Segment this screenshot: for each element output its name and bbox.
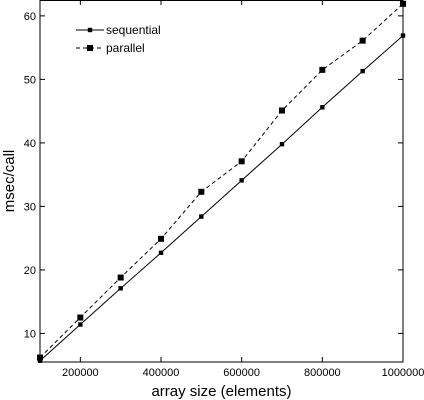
y-tick-label: 30 bbox=[24, 201, 36, 213]
y-axis-label: msec/call bbox=[1, 150, 18, 213]
legend-item-sequential: sequential bbox=[76, 23, 161, 37]
y-tick-label: 40 bbox=[24, 138, 36, 150]
x-tick-label: 800000 bbox=[304, 367, 341, 379]
plot-axes bbox=[39, 0, 404, 363]
series-parallel bbox=[37, 0, 406, 361]
data-point-parallel bbox=[238, 158, 245, 165]
y-tick-label: 20 bbox=[24, 265, 36, 277]
legend-marker-sequential bbox=[87, 27, 93, 33]
data-point-sequential bbox=[279, 141, 285, 147]
axis-ticks: 200000 400000 600000 800000 1000000 10 20 30 40 5… bbox=[24, 0, 424, 379]
x-tick-label: 200000 bbox=[62, 367, 99, 379]
legend-item-parallel: parallel bbox=[76, 41, 145, 55]
data-point-sequential bbox=[320, 105, 325, 110]
data-point-sequential bbox=[239, 178, 244, 183]
series-line-parallel bbox=[39, 3, 404, 358]
legend: sequential parallel bbox=[76, 23, 161, 55]
x-axis-label: array size (elements) bbox=[151, 383, 291, 400]
x-tick-label: 600000 bbox=[223, 367, 260, 379]
legend-label-sequential: sequential bbox=[106, 23, 161, 37]
data-point-parallel bbox=[117, 274, 124, 281]
data-point-parallel bbox=[158, 235, 164, 242]
data-point-parallel bbox=[359, 37, 366, 44]
data-point-parallel bbox=[319, 66, 326, 73]
data-point-parallel bbox=[77, 314, 84, 321]
data-point-sequential bbox=[400, 33, 406, 38]
data-point-sequential bbox=[360, 68, 365, 74]
data-point-parallel bbox=[279, 107, 285, 114]
x-tick-label: 1000000 bbox=[382, 367, 424, 379]
plot-frame bbox=[39, 0, 404, 363]
x-tick-label: 400000 bbox=[143, 367, 180, 379]
y-tick-label: 10 bbox=[24, 328, 36, 340]
series-line-sequential bbox=[39, 35, 404, 362]
series-layer bbox=[37, 0, 406, 363]
y-tick-label: 60 bbox=[24, 11, 36, 23]
data-point-sequential bbox=[78, 322, 83, 327]
legend-label-parallel: parallel bbox=[106, 41, 145, 55]
y-tick-label: 50 bbox=[24, 74, 36, 86]
series-sequential bbox=[37, 33, 406, 363]
data-point-sequential bbox=[158, 250, 164, 255]
data-point-parallel bbox=[37, 354, 43, 361]
data-point-sequential bbox=[199, 214, 204, 219]
data-point-parallel bbox=[400, 0, 406, 7]
legend-marker-parallel bbox=[87, 45, 93, 51]
data-point-sequential bbox=[37, 358, 43, 363]
data-point-sequential bbox=[118, 286, 123, 291]
data-point-parallel bbox=[198, 188, 205, 195]
